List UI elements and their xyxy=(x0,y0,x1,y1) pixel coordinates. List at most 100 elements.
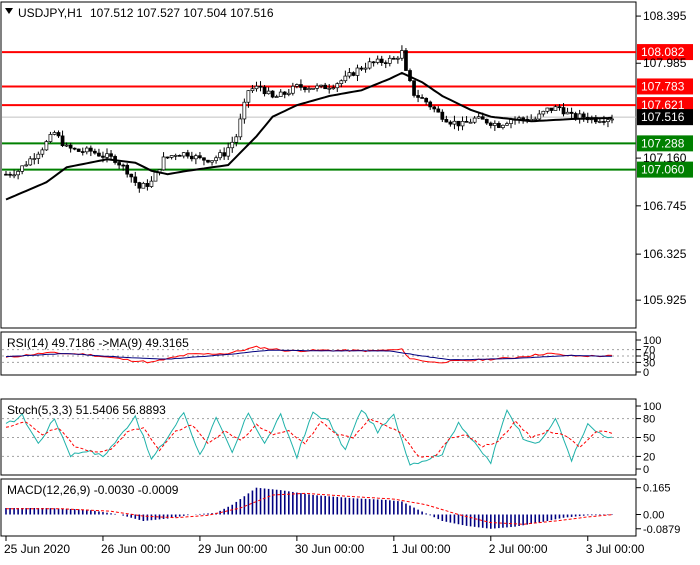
candle xyxy=(593,115,598,125)
candle xyxy=(48,131,53,143)
candle-body xyxy=(274,96,279,98)
candle-body xyxy=(286,92,291,95)
candle xyxy=(303,86,307,93)
candle-body xyxy=(20,165,25,172)
current-price-tag xyxy=(637,109,693,126)
candle-body xyxy=(278,91,283,97)
candle-body xyxy=(173,155,178,157)
candle-body xyxy=(396,57,400,60)
candle-body xyxy=(315,85,319,89)
symbol-label: USDJPY,H1 xyxy=(18,6,83,20)
candle xyxy=(299,79,303,91)
macd-label: MACD(12,26,9) -0.0030 -0.0009 xyxy=(7,483,179,497)
time-tick-label: 2 Jul 00:00 xyxy=(489,542,548,556)
level-tag-label: 107.288 xyxy=(641,136,685,150)
candle xyxy=(476,113,481,119)
candle xyxy=(242,98,247,124)
stoch-signal-line xyxy=(5,417,613,458)
candle-body xyxy=(153,171,158,182)
candle xyxy=(598,118,602,124)
candle-body xyxy=(428,101,433,108)
candle-body xyxy=(602,121,606,123)
candle xyxy=(149,176,154,188)
candle xyxy=(97,148,101,157)
candle xyxy=(606,118,610,128)
candle xyxy=(52,130,57,136)
candle-body xyxy=(181,152,186,157)
candle-body xyxy=(464,120,469,123)
level-tag xyxy=(637,44,693,61)
candle-body xyxy=(28,158,33,166)
candle-body xyxy=(254,85,259,90)
time-tick-label: 1 Jul 00:00 xyxy=(392,542,451,556)
candle xyxy=(436,106,441,113)
candle xyxy=(363,62,368,73)
candle-body xyxy=(230,141,235,149)
candle-body xyxy=(561,107,566,115)
level-tag-label: 108.082 xyxy=(641,45,685,59)
candle-body xyxy=(177,155,182,157)
candle-body xyxy=(307,88,311,91)
candle-body xyxy=(432,106,437,110)
candle xyxy=(258,81,263,92)
candle-body xyxy=(299,84,303,88)
candle xyxy=(185,149,190,159)
support-resistance-levels: 108.082 107.783 107.621 107.288 107.060 xyxy=(2,44,693,178)
candle-body xyxy=(359,67,364,70)
candle xyxy=(488,121,493,129)
candle-body xyxy=(476,116,481,119)
candle xyxy=(387,55,392,67)
candle xyxy=(266,87,271,95)
rsi-ma-line xyxy=(5,349,612,361)
candle-body xyxy=(210,160,214,163)
candle xyxy=(282,91,287,99)
candle-body xyxy=(420,97,424,99)
candle-body xyxy=(569,111,574,114)
candle-body xyxy=(545,107,550,112)
candle-body xyxy=(327,87,332,90)
candle xyxy=(492,120,497,131)
current-price-tag-label: 107.516 xyxy=(641,110,685,124)
candle xyxy=(121,163,126,171)
candle xyxy=(468,118,473,124)
candle xyxy=(533,116,538,121)
candle xyxy=(371,61,376,67)
candle-body xyxy=(456,120,461,127)
candle-body xyxy=(218,152,222,159)
candle-body xyxy=(36,153,41,159)
candle xyxy=(307,86,311,93)
candle-body xyxy=(565,111,570,115)
ohlc-label: 107.512 107.527 107.504 107.516 xyxy=(90,6,274,20)
candle xyxy=(161,152,166,171)
time-tick-label: 30 Jun 00:00 xyxy=(295,542,365,556)
pane-tick-label: 20 xyxy=(643,451,655,463)
candle xyxy=(497,121,501,129)
candle xyxy=(246,90,251,108)
candle xyxy=(44,139,49,151)
candle xyxy=(412,80,416,98)
candle xyxy=(202,157,206,166)
candle xyxy=(165,156,170,159)
candle-body xyxy=(339,80,344,85)
candle-body xyxy=(383,62,388,64)
candle xyxy=(76,148,81,152)
candle-body xyxy=(169,155,174,158)
candle-body xyxy=(84,147,89,153)
candle-body xyxy=(214,157,218,161)
candle-body xyxy=(12,174,16,177)
candle xyxy=(222,147,227,160)
candle xyxy=(545,107,550,114)
level-tag xyxy=(637,78,693,95)
candle-body xyxy=(266,90,271,95)
candle-body xyxy=(375,58,380,63)
candle xyxy=(72,147,77,151)
candle-body xyxy=(436,108,441,113)
price-tick-label: 106.745 xyxy=(643,199,687,213)
candle-body xyxy=(121,164,126,167)
collapse-triangle-icon[interactable] xyxy=(5,8,13,14)
candle-body xyxy=(319,84,323,87)
candle-body xyxy=(448,121,453,125)
candle xyxy=(80,147,85,156)
